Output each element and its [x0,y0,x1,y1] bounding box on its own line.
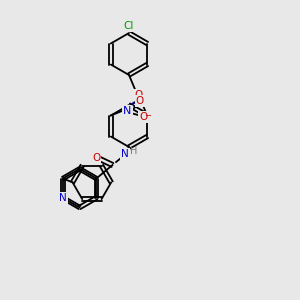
Text: O: O [134,90,142,100]
Text: H: H [130,146,137,156]
Text: +: + [130,101,136,107]
Text: N: N [122,148,129,159]
Text: O: O [92,153,100,163]
Text: O: O [140,112,148,122]
Text: N: N [123,106,131,116]
Text: O: O [136,96,144,106]
Text: −: − [145,112,152,121]
Text: N: N [59,193,67,203]
Text: Cl: Cl [124,20,134,31]
